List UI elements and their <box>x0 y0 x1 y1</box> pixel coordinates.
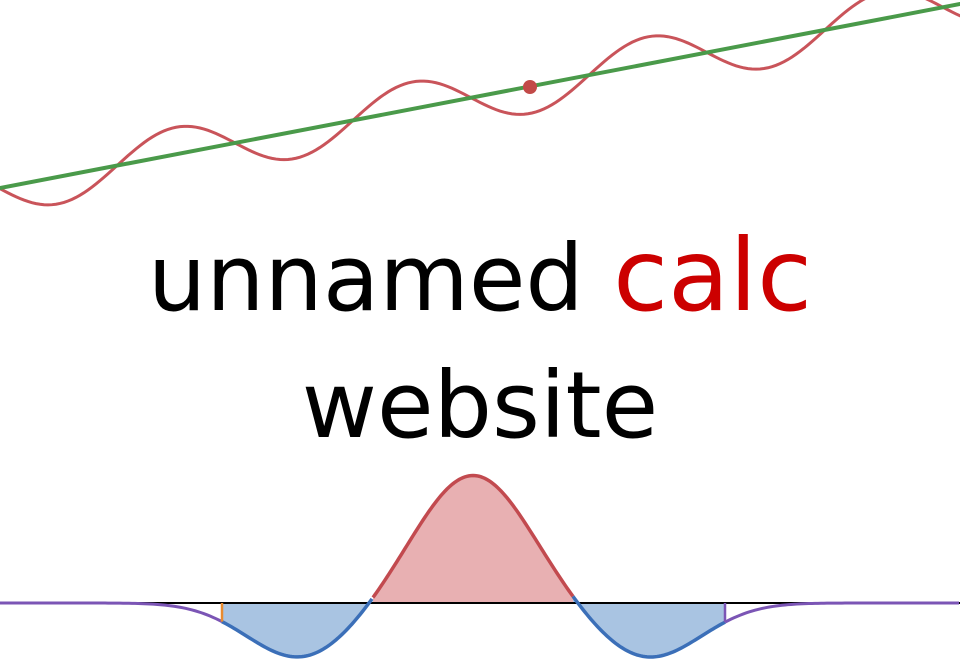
tangent-point <box>523 80 537 94</box>
title-word-unnamed: unnamed <box>147 225 614 332</box>
curve-tail-right <box>724 601 959 624</box>
negative-curve-left <box>221 597 374 659</box>
negative-area-right <box>573 596 725 658</box>
tangent-line <box>0 2 960 190</box>
site-title-line-1: unnamed calc <box>0 226 960 326</box>
site-title-line-2: website <box>301 352 659 459</box>
wave-curve <box>0 0 960 207</box>
title-word-calc: calc <box>613 217 813 334</box>
curve-tail-left <box>0 601 223 623</box>
negative-curve-right <box>571 595 726 659</box>
area-illustration <box>0 473 960 659</box>
positive-area <box>373 475 573 603</box>
positive-curve <box>371 473 575 599</box>
tangent-illustration <box>0 0 960 207</box>
